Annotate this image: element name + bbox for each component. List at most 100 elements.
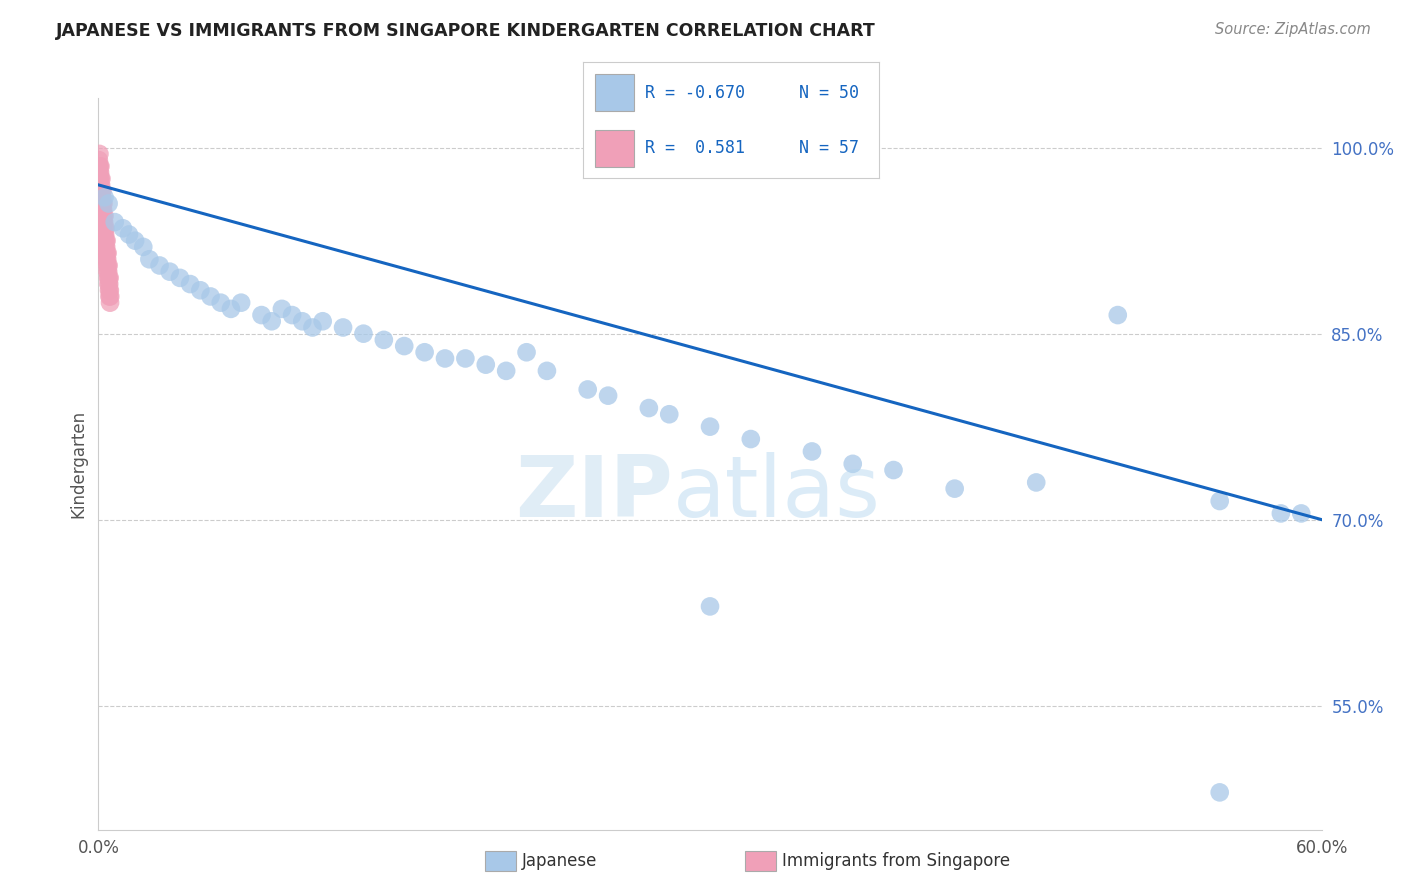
Point bbox=[89, 159, 111, 173]
Point bbox=[91, 209, 114, 223]
Point bbox=[93, 227, 115, 242]
Point bbox=[93, 221, 115, 235]
Point bbox=[94, 240, 117, 254]
Point bbox=[883, 463, 905, 477]
Point bbox=[179, 277, 201, 291]
Point bbox=[96, 259, 118, 273]
Point bbox=[91, 202, 114, 217]
Point bbox=[93, 209, 115, 223]
Point bbox=[96, 252, 118, 267]
Point bbox=[97, 277, 120, 291]
Point bbox=[312, 314, 335, 328]
Point bbox=[596, 389, 619, 403]
Point bbox=[89, 171, 111, 186]
Point bbox=[98, 289, 121, 303]
Point bbox=[90, 171, 112, 186]
Text: Source: ZipAtlas.com: Source: ZipAtlas.com bbox=[1215, 22, 1371, 37]
Point bbox=[97, 246, 120, 260]
Point bbox=[1270, 507, 1292, 521]
Point bbox=[96, 234, 118, 248]
Point bbox=[87, 159, 110, 173]
Point bbox=[250, 308, 273, 322]
Point bbox=[90, 178, 112, 192]
Bar bbox=[595, 129, 634, 167]
Point bbox=[98, 289, 121, 303]
Point bbox=[392, 339, 416, 353]
Point bbox=[93, 196, 115, 211]
Point bbox=[219, 301, 242, 316]
Text: atlas: atlas bbox=[673, 451, 882, 534]
Point bbox=[332, 320, 354, 334]
Point bbox=[159, 265, 181, 279]
Point bbox=[89, 165, 111, 179]
Point bbox=[90, 190, 112, 204]
Point bbox=[260, 314, 283, 328]
Point bbox=[96, 265, 118, 279]
Point bbox=[97, 259, 120, 273]
Point bbox=[91, 215, 114, 229]
Point bbox=[495, 364, 517, 378]
Point bbox=[373, 333, 395, 347]
Point bbox=[98, 283, 121, 297]
Point bbox=[89, 147, 111, 161]
Point bbox=[740, 432, 762, 446]
Y-axis label: Kindergarten: Kindergarten bbox=[69, 409, 87, 518]
Text: ZIP: ZIP bbox=[516, 451, 673, 534]
Point bbox=[658, 407, 681, 421]
Point bbox=[454, 351, 477, 366]
Point bbox=[94, 227, 117, 242]
Point bbox=[1107, 308, 1129, 322]
Point bbox=[1208, 785, 1232, 799]
Point bbox=[111, 221, 134, 235]
Bar bbox=[595, 74, 634, 112]
Point bbox=[132, 240, 155, 254]
Point bbox=[98, 295, 121, 310]
Point bbox=[281, 308, 304, 322]
Point bbox=[352, 326, 374, 341]
Point bbox=[97, 259, 120, 273]
Point bbox=[841, 457, 863, 471]
Text: Japanese: Japanese bbox=[522, 852, 598, 870]
Point bbox=[97, 271, 120, 285]
Point bbox=[96, 252, 118, 267]
Point bbox=[97, 271, 120, 285]
Point bbox=[433, 351, 456, 366]
Point bbox=[90, 171, 112, 186]
Point bbox=[91, 202, 114, 217]
Point bbox=[90, 184, 112, 198]
Point bbox=[413, 345, 436, 359]
Point bbox=[94, 234, 117, 248]
Point bbox=[291, 314, 314, 328]
Point bbox=[516, 345, 538, 359]
Text: Immigrants from Singapore: Immigrants from Singapore bbox=[782, 852, 1010, 870]
Point bbox=[91, 196, 114, 211]
Point bbox=[1291, 507, 1313, 521]
Text: R = -0.670: R = -0.670 bbox=[645, 84, 745, 102]
Point bbox=[96, 240, 118, 254]
Point bbox=[149, 259, 172, 273]
Text: N = 50: N = 50 bbox=[799, 84, 859, 102]
Point bbox=[96, 246, 118, 260]
Point bbox=[536, 364, 558, 378]
Point bbox=[943, 482, 966, 496]
Point bbox=[94, 246, 117, 260]
Point bbox=[90, 184, 112, 198]
Point bbox=[93, 215, 115, 229]
Point bbox=[94, 234, 117, 248]
Point bbox=[200, 289, 222, 303]
Point bbox=[91, 190, 114, 204]
Point bbox=[118, 227, 141, 242]
Text: JAPANESE VS IMMIGRANTS FROM SINGAPORE KINDERGARTEN CORRELATION CHART: JAPANESE VS IMMIGRANTS FROM SINGAPORE KI… bbox=[56, 22, 876, 40]
Point bbox=[94, 221, 117, 235]
Point bbox=[188, 283, 212, 297]
Point bbox=[124, 234, 146, 248]
Point bbox=[169, 271, 191, 285]
Point bbox=[231, 295, 253, 310]
Point bbox=[699, 599, 721, 614]
Point bbox=[91, 184, 114, 198]
Point bbox=[576, 383, 599, 397]
Point bbox=[87, 153, 110, 167]
Point bbox=[270, 301, 294, 316]
Point bbox=[89, 165, 111, 179]
Point bbox=[93, 209, 115, 223]
